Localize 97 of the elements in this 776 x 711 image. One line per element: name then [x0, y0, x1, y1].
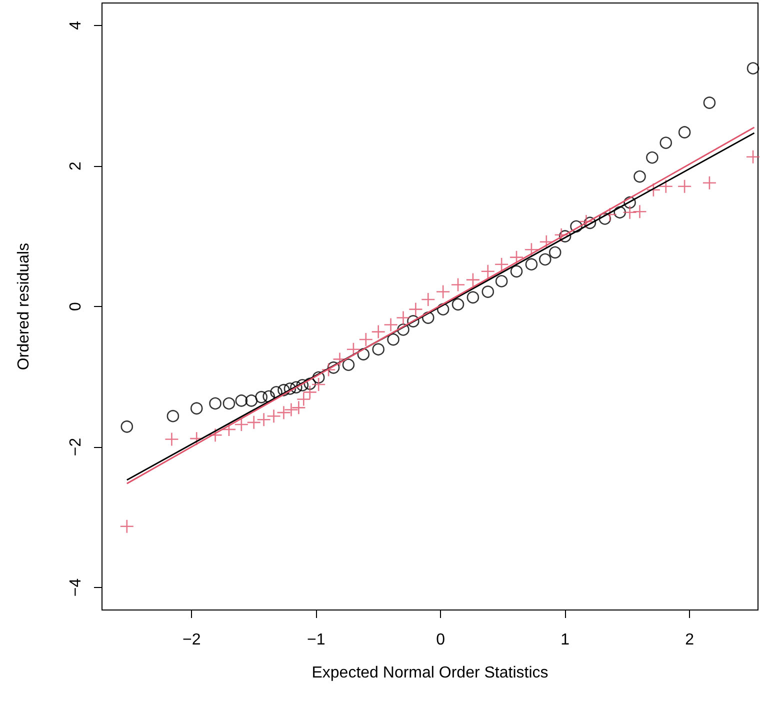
point	[660, 136, 672, 149]
point	[166, 410, 180, 422]
y-tick-label: −4	[68, 578, 84, 597]
x-tick-label: −1	[306, 632, 326, 648]
point	[466, 291, 480, 304]
point	[234, 417, 249, 432]
point	[321, 362, 336, 377]
point	[357, 348, 370, 360]
x-tick-label: 0	[436, 632, 446, 648]
point	[189, 431, 204, 446]
point	[480, 264, 496, 279]
point	[548, 246, 562, 259]
point	[358, 332, 374, 347]
point	[450, 278, 466, 292]
point	[246, 415, 262, 430]
point	[245, 394, 258, 407]
point	[602, 207, 618, 222]
point	[120, 519, 134, 534]
point	[436, 303, 450, 316]
point	[290, 381, 302, 394]
point	[558, 230, 572, 242]
point	[524, 242, 539, 257]
point	[209, 397, 222, 410]
point	[302, 385, 318, 400]
point	[482, 286, 494, 298]
point	[495, 275, 508, 288]
y-tick-label: −2	[68, 438, 84, 456]
point	[371, 324, 386, 339]
point	[190, 402, 203, 415]
point	[397, 324, 410, 336]
point	[677, 179, 692, 194]
point	[614, 206, 626, 219]
point	[703, 96, 716, 109]
x-tick-label: 1	[560, 632, 570, 648]
point	[372, 343, 384, 356]
point	[407, 315, 420, 328]
point	[658, 179, 674, 194]
y-axis-title: Ordered residuals	[16, 242, 32, 370]
point	[278, 384, 290, 396]
point	[702, 176, 717, 190]
point	[342, 358, 355, 371]
point	[646, 182, 661, 198]
point	[624, 196, 636, 209]
point	[678, 126, 691, 138]
point	[346, 342, 361, 357]
point	[746, 150, 760, 164]
point	[579, 214, 594, 229]
x-tick-label: −2	[182, 632, 201, 648]
point	[420, 292, 436, 307]
x-tick-label: 2	[685, 632, 694, 648]
point	[436, 284, 450, 299]
point	[746, 62, 760, 74]
point	[408, 302, 423, 316]
point	[208, 428, 222, 442]
point	[622, 205, 637, 220]
point	[387, 333, 400, 346]
point	[327, 361, 340, 374]
point	[296, 392, 311, 406]
point	[222, 422, 236, 437]
point	[584, 216, 596, 230]
y-tick-label: 4	[68, 20, 84, 30]
point	[235, 394, 248, 407]
point	[539, 253, 552, 266]
point	[284, 382, 296, 395]
point	[570, 220, 582, 233]
point	[255, 390, 268, 404]
point	[292, 400, 306, 415]
point	[525, 258, 538, 270]
point	[634, 170, 646, 183]
point	[256, 412, 271, 427]
point	[510, 265, 523, 278]
point	[422, 312, 434, 324]
point	[384, 318, 398, 332]
point	[332, 352, 347, 366]
point	[646, 151, 658, 164]
point	[396, 310, 410, 325]
point	[494, 257, 509, 272]
point	[120, 420, 134, 433]
point	[311, 377, 326, 392]
point	[164, 432, 179, 446]
point	[554, 228, 568, 242]
point	[466, 272, 480, 287]
x-axis-title: Expected Normal Order Statistics	[312, 664, 548, 682]
point	[296, 379, 309, 392]
point	[312, 371, 325, 384]
point	[222, 397, 236, 410]
point	[276, 405, 291, 420]
point	[632, 204, 647, 219]
point	[598, 212, 612, 225]
point	[452, 298, 464, 311]
point	[284, 402, 298, 417]
point	[539, 234, 554, 250]
point	[509, 250, 524, 264]
y-tick-label: 0	[68, 302, 84, 311]
point	[266, 408, 281, 424]
y-tick-label: 2	[68, 161, 84, 170]
point	[304, 378, 316, 390]
